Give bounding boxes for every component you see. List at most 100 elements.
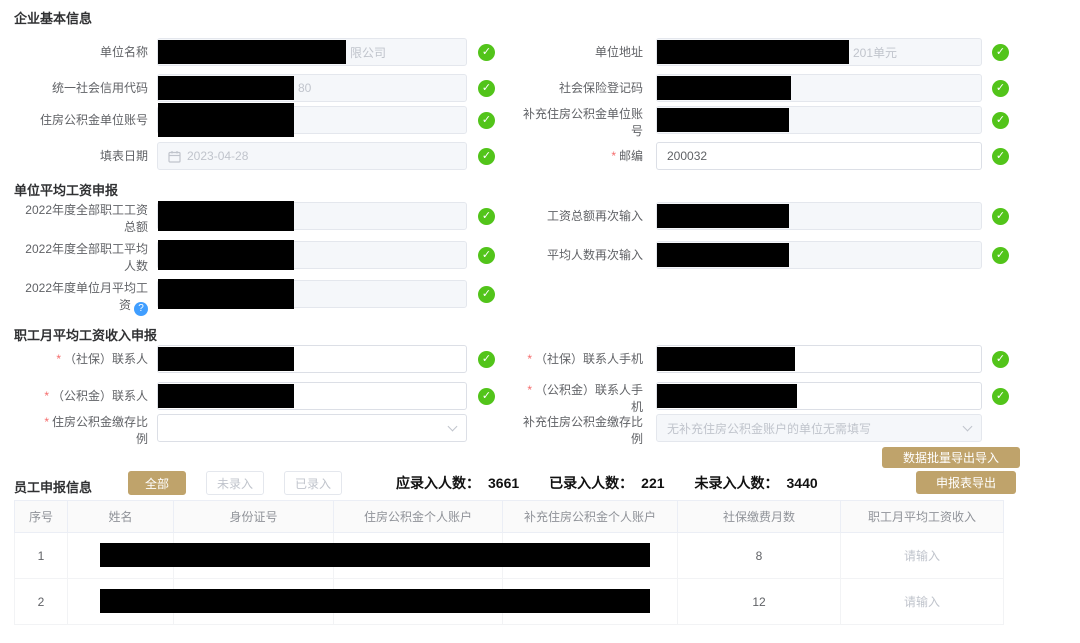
sb-contact-input[interactable] — [157, 345, 467, 373]
fill-date-value: 2023-04-28 — [187, 149, 249, 163]
redaction-bar — [657, 76, 791, 100]
redaction-bar — [158, 384, 294, 408]
header-name: 姓名 — [67, 500, 174, 533]
valid-check-icon: ✓ — [478, 148, 495, 165]
required-mark: * — [611, 148, 616, 163]
sb-phone-label: * （社保）联系人手机 — [527, 351, 643, 366]
redaction-bar — [158, 347, 294, 371]
headcount-reenter-input[interactable] — [656, 241, 982, 269]
redaction-bar — [657, 384, 797, 408]
header-monthly-wage: 职工月平均工资收入 — [840, 500, 1004, 533]
gjj-contact-input[interactable] — [157, 382, 467, 410]
redaction-bar — [158, 40, 346, 64]
postcode-input[interactable]: 200032 — [656, 142, 982, 170]
required-mark: * — [44, 388, 49, 403]
redaction-bar — [657, 204, 789, 228]
required-mark: * — [527, 351, 532, 366]
gjj-phone-label: * （公积金）联系人手机 — [527, 383, 643, 414]
valid-check-icon: ✓ — [478, 247, 495, 264]
section-title-avg-wage: 单位平均工资申报 — [14, 183, 119, 198]
total-wage-input[interactable] — [157, 201, 467, 231]
valid-check-icon: ✓ — [992, 148, 1009, 165]
unit-name-input[interactable]: 限公司 — [157, 38, 467, 66]
hpf-account-input[interactable] — [157, 103, 467, 137]
declaration-export-button[interactable]: 申报表导出 — [916, 471, 1016, 494]
valid-check-icon: ✓ — [992, 44, 1009, 61]
monthly-wage-input[interactable]: 请输入 — [903, 595, 940, 609]
monthly-avg-wage-label: 2022年度单位月平均工资? — [25, 281, 148, 316]
hpf-ratio-select[interactable] — [157, 414, 467, 442]
postcode-value: 200032 — [667, 149, 708, 163]
credit-code-input[interactable]: 80 — [157, 74, 467, 102]
unit-name-label: 单位名称 — [99, 44, 148, 59]
valid-check-icon: ✓ — [992, 80, 1009, 97]
valid-check-icon: ✓ — [992, 247, 1009, 264]
sb-contact-label: * （社保）联系人 — [56, 351, 148, 366]
fill-date-label: 填表日期 — [99, 148, 148, 163]
total-wage-label: 2022年度全部职工工资总额 — [25, 203, 148, 234]
hpf-ratio-label: * 住房公积金缴存比例 — [44, 415, 148, 446]
valid-check-icon: ✓ — [478, 286, 495, 303]
redaction-bar — [657, 347, 795, 371]
required-mark: * — [56, 351, 61, 366]
redaction-bar — [158, 201, 294, 231]
supp-hpf-ratio-select[interactable]: 无补充住房公积金账户的单位无需填写 — [656, 414, 982, 442]
postcode-label: * 邮编 — [611, 148, 643, 163]
tab-not-entered[interactable]: 未录入 — [206, 471, 264, 495]
unit-address-input[interactable]: 201单元 — [656, 38, 982, 66]
fill-date-input[interactable]: 2023-04-28 — [157, 142, 467, 170]
valid-check-icon: ✓ — [478, 351, 495, 368]
header-hpf-personal-account: 住房公积金个人账户 — [333, 500, 503, 533]
valid-check-icon: ✓ — [992, 208, 1009, 225]
valid-check-icon: ✓ — [992, 388, 1009, 405]
chevron-down-icon — [962, 421, 973, 432]
redaction-bar — [158, 103, 294, 137]
redaction-bar — [158, 76, 294, 100]
valid-check-icon: ✓ — [478, 208, 495, 225]
required-mark: * — [527, 383, 532, 397]
gjj-contact-label: * （公积金）联系人 — [44, 388, 148, 403]
info-icon[interactable]: ? — [134, 301, 148, 316]
tab-all[interactable]: 全部 — [128, 471, 186, 495]
hpf-account-label: 住房公积金单位账号 — [39, 112, 148, 127]
monthly-avg-wage-input[interactable] — [157, 279, 467, 309]
stat-entered: 已录入人数： 221 — [549, 475, 665, 491]
headcount-reenter-label: 平均人数再次输入 — [546, 247, 643, 262]
header-si-months: 社保缴费月数 — [677, 500, 841, 533]
sb-phone-input[interactable] — [656, 345, 982, 373]
cell-no: 1 — [14, 532, 68, 579]
stat-expected: 应录入人数： 3661 — [396, 475, 520, 491]
credit-code-suffix: 80 — [298, 81, 312, 95]
gjj-phone-input[interactable] — [656, 382, 982, 410]
social-insurance-code-input[interactable] — [656, 74, 982, 102]
cell-si-months: 12 — [677, 578, 841, 625]
required-mark: * — [44, 415, 49, 429]
valid-check-icon: ✓ — [478, 80, 495, 97]
redaction-bar — [100, 589, 650, 613]
avg-headcount-input[interactable] — [157, 240, 467, 270]
supp-hpf-ratio-placeholder: 无补充住房公积金账户的单位无需填写 — [667, 421, 872, 436]
redaction-bar — [657, 108, 789, 132]
unit-address-label: 单位地址 — [594, 44, 643, 59]
valid-check-icon: ✓ — [992, 351, 1009, 368]
header-no: 序号 — [14, 500, 68, 533]
supp-hpf-ratio-label: 补充住房公积金缴存比例 — [522, 415, 643, 446]
cell-no: 2 — [14, 578, 68, 625]
valid-check-icon: ✓ — [478, 388, 495, 405]
tab-entered[interactable]: 已录入 — [284, 471, 342, 495]
credit-code-label: 统一社会信用代码 — [51, 80, 148, 95]
wage-reenter-label: 工资总额再次输入 — [546, 208, 643, 223]
supp-hpf-account-label: 补充住房公积金单位账号 — [522, 107, 643, 138]
supp-hpf-account-input[interactable] — [656, 106, 982, 134]
monthly-wage-input[interactable]: 请输入 — [903, 549, 940, 563]
redaction-bar — [100, 543, 650, 567]
wage-reenter-input[interactable] — [656, 202, 982, 230]
redaction-bar — [158, 279, 294, 309]
calendar-icon — [168, 150, 181, 163]
table-header-row: 序号 姓名 身份证号 住房公积金个人账户 补充住房公积金个人账户 社保缴费月数 … — [14, 500, 1004, 533]
batch-export-import-button[interactable]: 数据批量导出导入 — [882, 447, 1020, 468]
stat-not-entered: 未录入人数： 3440 — [694, 475, 818, 491]
valid-check-icon: ✓ — [478, 44, 495, 61]
entry-stats: 应录入人数： 3661 已录入人数： 221 未录入人数： 3440 — [396, 470, 818, 496]
